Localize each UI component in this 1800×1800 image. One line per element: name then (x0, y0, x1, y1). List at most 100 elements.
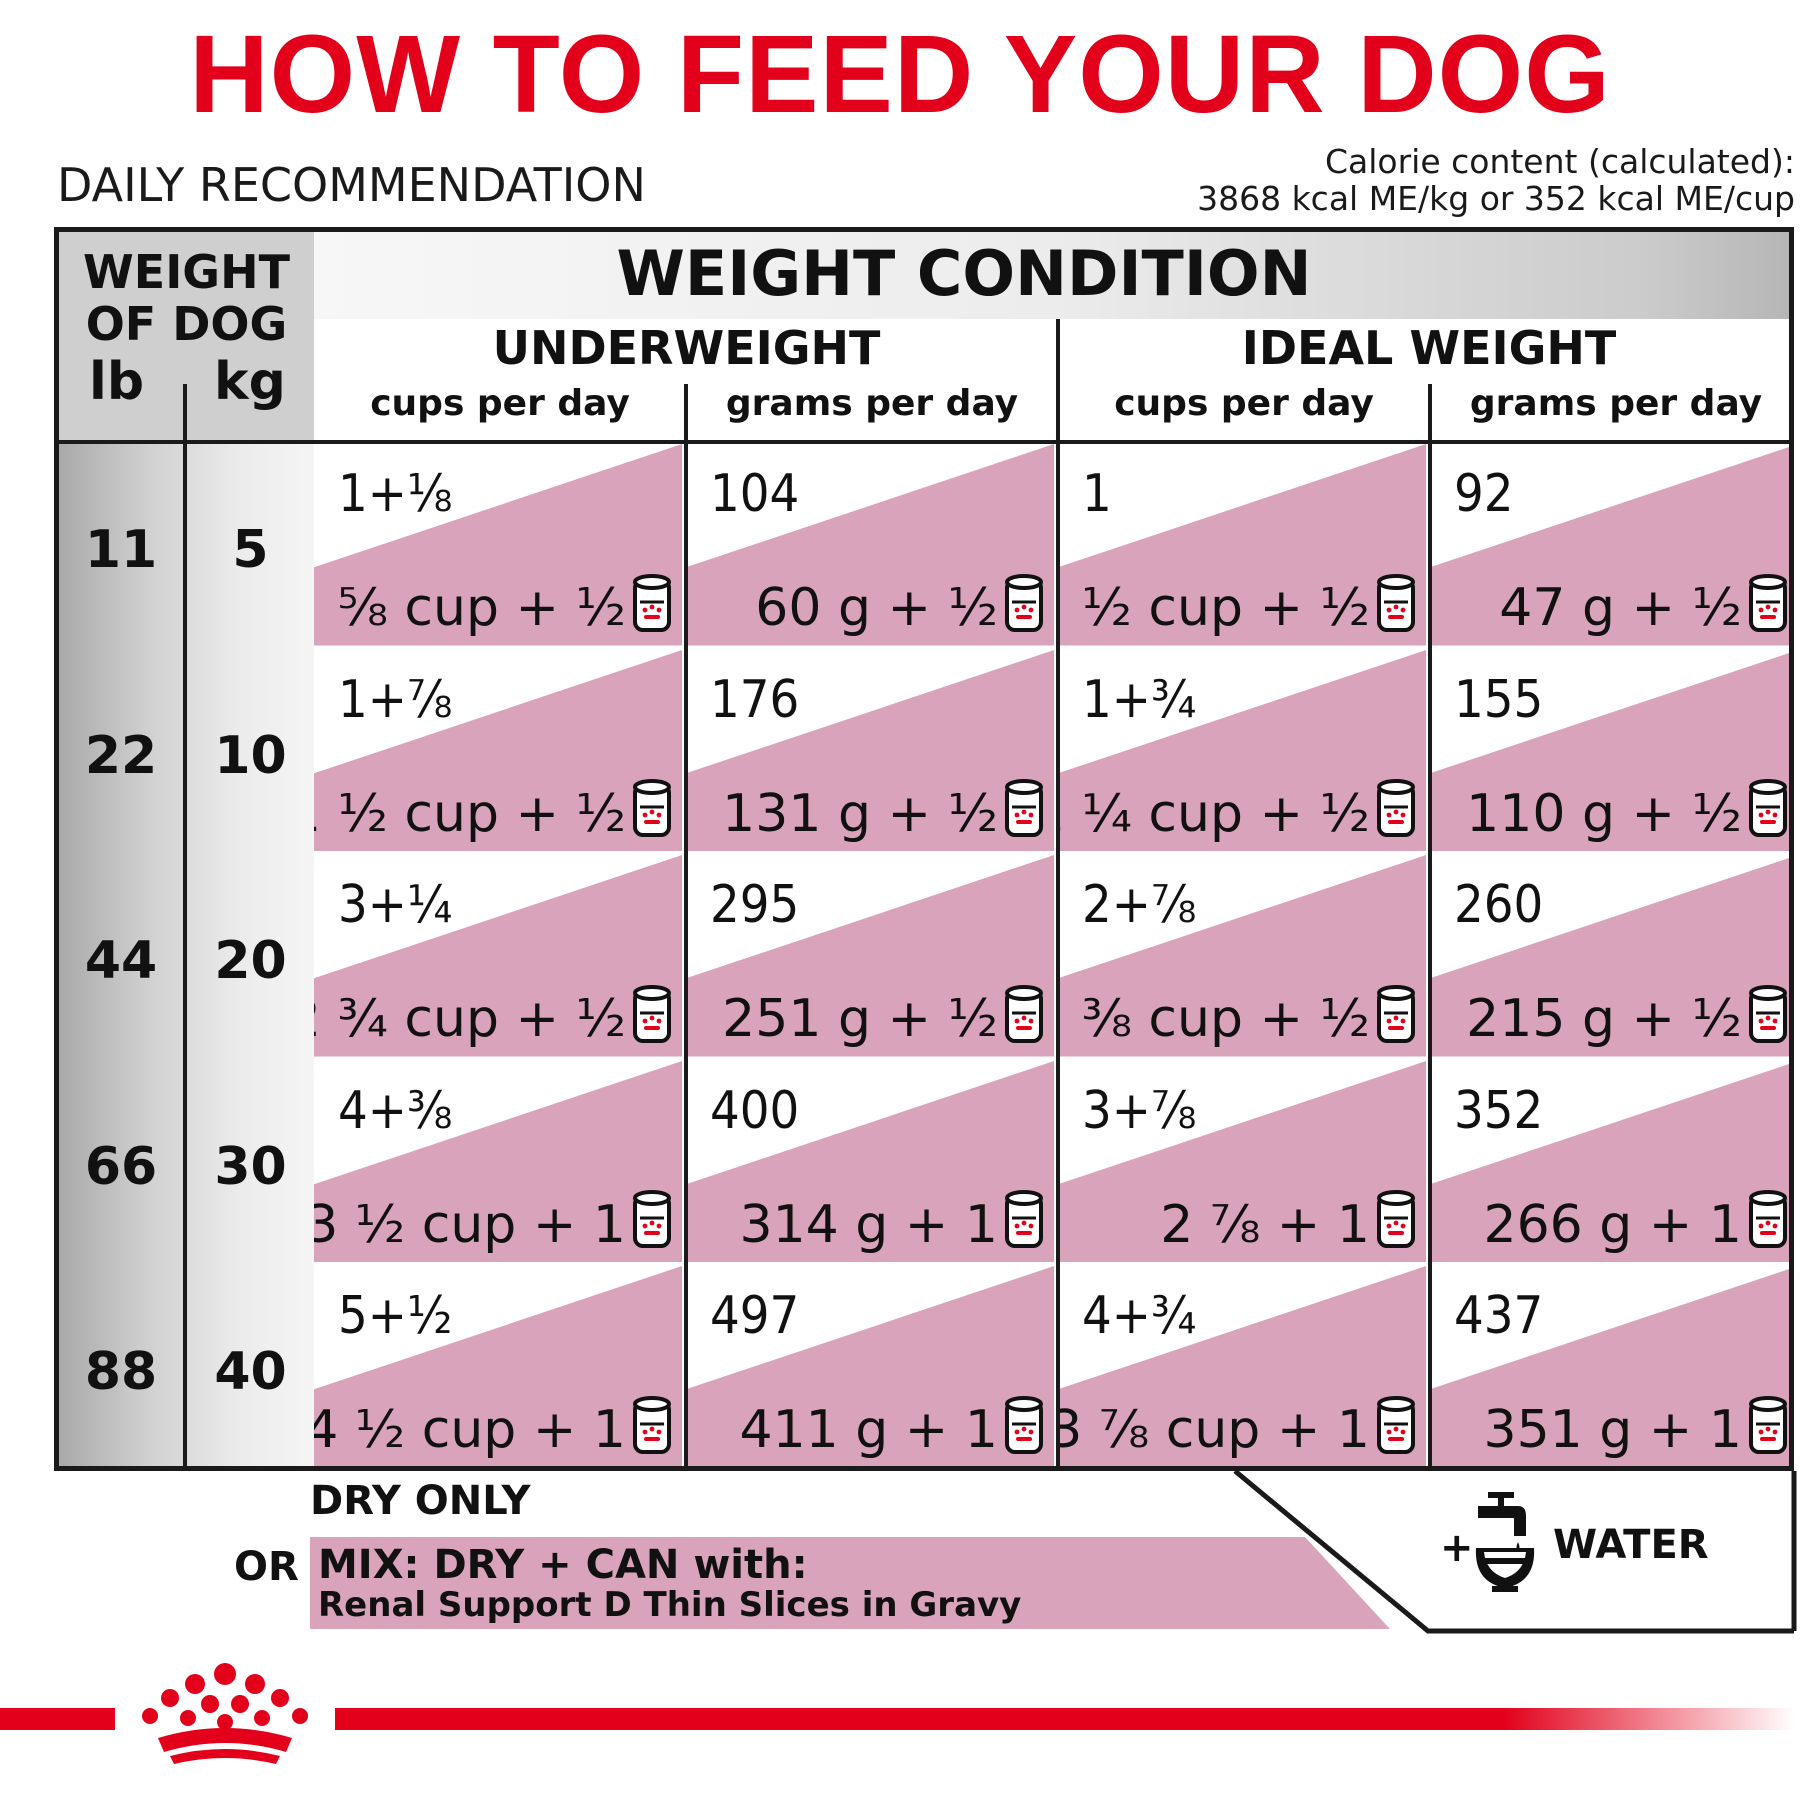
dry-only-amount: 400 (710, 1080, 800, 1141)
feeding-cell: 4+¾ 3 ⅞ cup + 1 (1058, 1266, 1426, 1466)
ideal-weight-header: IDEAL WEIGHT (1241, 321, 1617, 375)
can-icon (1748, 777, 1788, 839)
dry-only-amount: 92 (1454, 464, 1514, 524)
cell-pink-triangle (686, 1266, 1054, 1466)
dry-only-amount: 176 (710, 669, 800, 730)
sub-divider-1 (684, 444, 688, 1466)
calorie-line-2: 3868 kcal ME/kg or 352 kcal ME/cup (1197, 179, 1795, 218)
feeding-cell: 400 314 g + 1 (686, 1060, 1054, 1262)
mix-amount: 266 g + 1 (1483, 1194, 1742, 1255)
can-icon (632, 777, 672, 839)
weight-condition-header: WEIGHT CONDITION (616, 237, 1312, 310)
cell-pink-triangle (686, 444, 1054, 646)
mix-amount: 2 ¾ cup + ½ (314, 989, 626, 1050)
row-separator (314, 851, 1789, 855)
can-icon (1376, 777, 1416, 839)
row-separator (314, 1056, 1789, 1061)
cell-pink-triangle (1058, 1266, 1426, 1466)
mix-amount: 3 ⅞ cup + 1 (1058, 1400, 1370, 1461)
ideal-grams-header: grams per day (1469, 383, 1763, 424)
mix-product-label: Renal Support D Thin Slices in Gravy (318, 1585, 1022, 1625)
can-icon (1376, 1394, 1416, 1456)
sub-divider-2 (1428, 444, 1432, 1466)
mix-amount: 4 ½ cup + 1 (314, 1400, 626, 1461)
feeding-cell: 176 131 g + ½ (686, 649, 1054, 851)
mix-amount: ⅝ cup + ½ (337, 578, 626, 639)
underweight-header: UNDERWEIGHT (492, 321, 881, 375)
cell-pink-triangle (314, 1266, 682, 1466)
cell-pink-triangle (314, 855, 682, 1057)
daily-recommendation-label: DAILY RECOMMENDATION (57, 158, 646, 212)
can-icon (1748, 1188, 1788, 1250)
dry-only-amount: 295 (710, 875, 800, 935)
or-label: OR (234, 1544, 299, 1590)
dry-only-amount: 497 (710, 1286, 800, 1346)
can-icon (1376, 572, 1416, 634)
can-icon (1748, 572, 1788, 634)
mix-amount: 251 g + ½ (722, 989, 998, 1050)
feeding-cell: 92 47 g + ½ (1430, 444, 1789, 646)
cell-pink-triangle (1430, 447, 1789, 646)
can-icon (632, 572, 672, 634)
mix-amount: 314 g + 1 (739, 1194, 998, 1255)
cell-pink-triangle (686, 649, 1054, 851)
calorie-content: Calorie content (calculated): 3868 kcal … (1197, 143, 1795, 217)
brand-rule-right (335, 1708, 1795, 1730)
row-separator (314, 1262, 1789, 1266)
mix-label: MIX: DRY + CAN with: (318, 1542, 808, 1588)
ideal-cups-header: cups per day (1114, 383, 1374, 424)
mix-amount: 215 g + ½ (1466, 989, 1742, 1050)
group-divider (1056, 444, 1060, 1466)
cell-pink-triangle (1058, 855, 1426, 1057)
cell-pink-triangle (686, 1060, 1054, 1262)
cell-pink-triangle (1430, 1269, 1789, 1466)
weight-kg: 5 (232, 520, 269, 580)
sub-divider-header-2 (1428, 384, 1432, 444)
dry-only-amount: 260 (1454, 875, 1544, 935)
can-icon (1748, 983, 1788, 1045)
header-bottom-rule (59, 440, 1789, 444)
feeding-cell: 104 60 g + ½ (686, 444, 1054, 646)
weight-lb: 11 (84, 520, 158, 580)
mix-amount: 351 g + 1 (1483, 1400, 1742, 1461)
dry-only-amount: 1 (1082, 464, 1112, 524)
weight-kg: 20 (214, 931, 287, 991)
feeding-cell: 352 266 g + 1 (1430, 1061, 1789, 1262)
dry-only-amount: 1+⅞ (338, 669, 453, 730)
cell-pink-triangle (1058, 649, 1426, 851)
cell-pink-triangle (686, 855, 1054, 1057)
mix-amount: 110 g + ½ (1466, 783, 1742, 844)
underweight-grams-header: grams per day (725, 383, 1019, 424)
dry-only-amount: 437 (1454, 1286, 1544, 1346)
mix-amount: 60 g + ½ (755, 578, 998, 639)
feeding-cell: 1+⅛ ⅝ cup + ½ (314, 444, 682, 646)
can-icon (1004, 1188, 1044, 1250)
feeding-cell: 260 215 g + ½ (1430, 855, 1789, 1057)
feeding-cell: 295 251 g + ½ (686, 855, 1054, 1057)
group-divider-header (1056, 319, 1060, 444)
mix-amount: 411 g + 1 (739, 1400, 998, 1461)
lb-header: lb (89, 352, 145, 412)
dry-only-amount: 155 (1454, 669, 1544, 730)
feeding-cell: 1 ½ cup + ½ (1058, 444, 1426, 646)
lb-kg-header-divider (183, 384, 187, 444)
can-icon (632, 1394, 672, 1456)
weight-of-dog-line1: WEIGHT (83, 245, 290, 299)
royal-canin-crown-logo (142, 1663, 308, 1764)
row-separator (314, 645, 1789, 650)
mix-amount: 2 ⅞ + 1 (1160, 1194, 1370, 1255)
dry-only-amount: 104 (710, 464, 800, 524)
feeding-cell: 3+⅞ 2 ⅞ + 1 (1058, 1060, 1426, 1262)
weight-kg: 10 (214, 725, 287, 786)
cell-pink-triangle (1430, 1063, 1789, 1262)
can-icon (1748, 1394, 1788, 1456)
underweight-cups-header: cups per day (370, 383, 630, 424)
mix-amount: 1 ¼ cup + ½ (1058, 783, 1370, 844)
dry-only-label: DRY ONLY (310, 1478, 531, 1524)
weight-column-edge (312, 444, 316, 1466)
weight-kg: 40 (214, 1342, 287, 1402)
sub-divider-header-1 (684, 384, 688, 444)
dry-only-amount: 352 (1454, 1080, 1544, 1141)
calorie-line-1: Calorie content (calculated): (1324, 142, 1795, 181)
cell-pink-triangle (314, 649, 682, 851)
